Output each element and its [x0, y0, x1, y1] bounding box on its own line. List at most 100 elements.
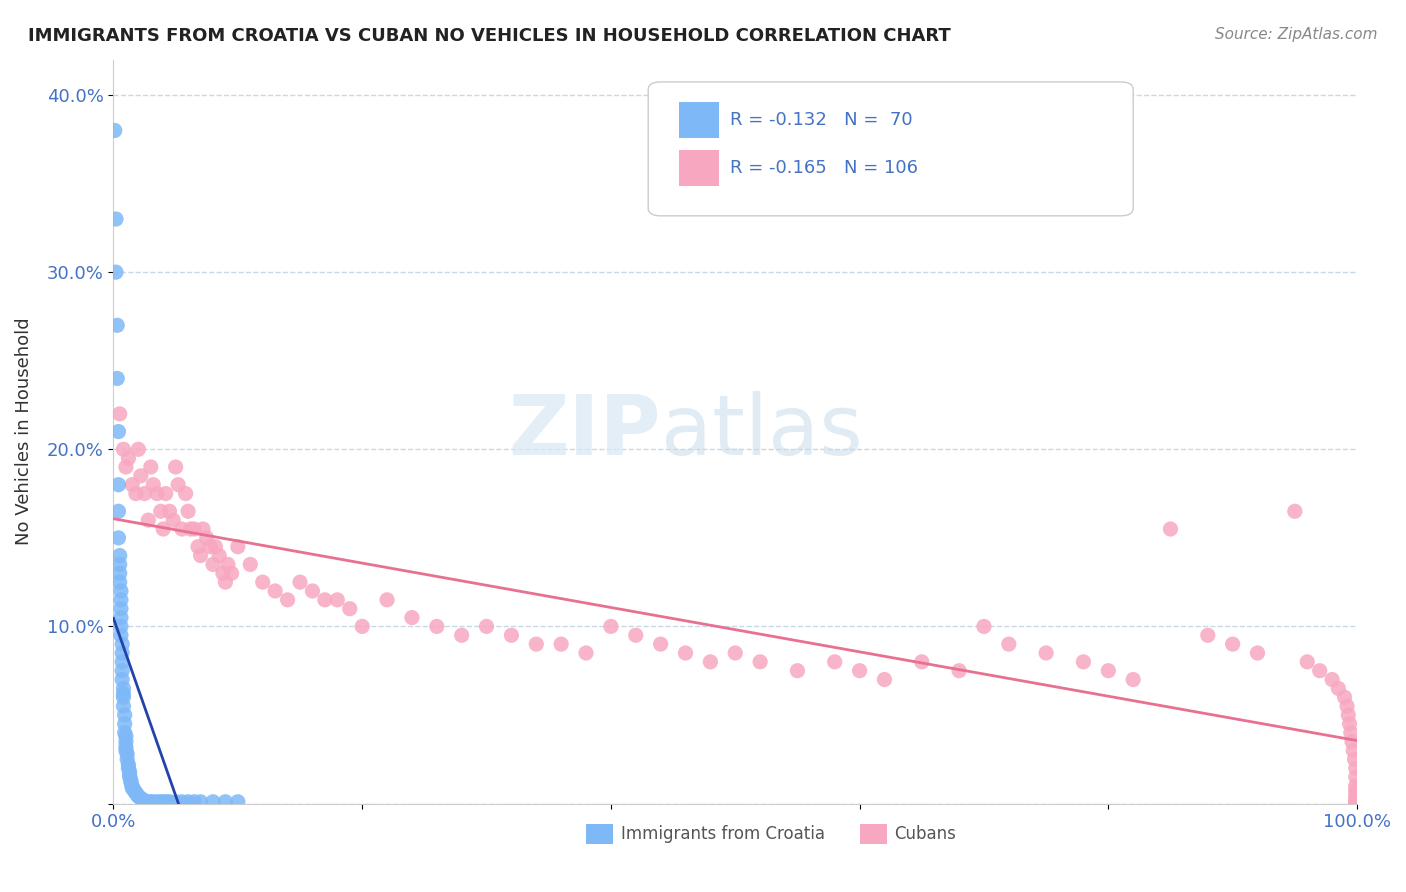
Point — [125, 486, 148, 500]
Point — [217, 558, 239, 572]
Point — [200, 540, 222, 554]
Point — [104, 123, 127, 137]
Point — [1073, 655, 1095, 669]
Point — [136, 795, 159, 809]
Point — [111, 664, 134, 678]
Point — [107, 477, 129, 491]
Point — [117, 761, 139, 775]
Point — [152, 795, 174, 809]
Point — [122, 782, 145, 797]
Point — [108, 549, 131, 563]
Point — [352, 619, 374, 633]
Point — [277, 592, 299, 607]
Point — [149, 504, 172, 518]
Text: Source: ZipAtlas.com: Source: ZipAtlas.com — [1215, 27, 1378, 42]
Point — [112, 442, 135, 457]
Point — [1344, 795, 1367, 809]
Point — [170, 795, 193, 809]
Point — [1344, 795, 1367, 809]
Point — [724, 646, 747, 660]
Point — [127, 788, 149, 802]
Point — [190, 795, 212, 809]
Point — [105, 318, 128, 333]
Point — [749, 655, 772, 669]
Point — [167, 477, 190, 491]
Point — [132, 793, 155, 807]
Point — [1344, 789, 1367, 804]
Point — [110, 610, 132, 624]
Point — [501, 628, 523, 642]
Point — [1344, 795, 1367, 809]
Point — [108, 575, 131, 590]
Point — [288, 575, 311, 590]
Point — [111, 637, 134, 651]
Point — [120, 775, 142, 789]
Point — [1309, 664, 1331, 678]
Point — [183, 795, 205, 809]
Point — [104, 265, 127, 279]
Point — [426, 619, 449, 633]
Point — [624, 628, 647, 642]
Point — [226, 540, 249, 554]
Bar — [679, 151, 718, 186]
Point — [134, 486, 156, 500]
Point — [124, 784, 146, 798]
Text: R = -0.165   N = 106: R = -0.165 N = 106 — [730, 159, 918, 178]
Point — [1197, 628, 1219, 642]
Point — [1343, 752, 1365, 766]
Point — [112, 699, 135, 714]
Point — [142, 477, 165, 491]
Point — [159, 795, 181, 809]
Point — [118, 770, 141, 784]
Point — [112, 687, 135, 701]
Bar — [679, 102, 718, 137]
Point — [114, 716, 136, 731]
Point — [190, 549, 212, 563]
Point — [114, 708, 136, 723]
Point — [450, 628, 472, 642]
Point — [786, 664, 808, 678]
Point — [117, 451, 139, 466]
Point — [111, 646, 134, 660]
Point — [121, 780, 143, 795]
Point — [120, 773, 142, 788]
Point — [264, 584, 287, 599]
Point — [155, 486, 177, 500]
Bar — [586, 823, 613, 845]
Point — [117, 757, 139, 772]
Point — [214, 575, 236, 590]
Point — [115, 739, 138, 754]
Point — [326, 592, 349, 607]
Point — [129, 791, 152, 805]
Point — [142, 795, 165, 809]
Point — [195, 531, 218, 545]
Point — [129, 468, 152, 483]
Point — [191, 522, 214, 536]
Bar — [859, 823, 887, 845]
Point — [1339, 716, 1361, 731]
Point — [824, 655, 846, 669]
Point — [201, 558, 224, 572]
Point — [152, 522, 174, 536]
Point — [1122, 673, 1144, 687]
Point — [104, 212, 127, 227]
Point — [112, 690, 135, 705]
Point — [221, 566, 243, 581]
Point — [165, 460, 187, 475]
Point — [121, 779, 143, 793]
Point — [107, 425, 129, 439]
Point — [1344, 795, 1367, 809]
Point — [115, 729, 138, 743]
Point — [1341, 743, 1364, 757]
Point — [108, 558, 131, 572]
Point — [1344, 779, 1367, 793]
Point — [226, 795, 249, 809]
Point — [108, 407, 131, 421]
Point — [948, 664, 970, 678]
Point — [911, 655, 934, 669]
Point — [159, 504, 181, 518]
Point — [873, 673, 896, 687]
Point — [848, 664, 870, 678]
Point — [139, 460, 162, 475]
Point — [1340, 725, 1362, 739]
